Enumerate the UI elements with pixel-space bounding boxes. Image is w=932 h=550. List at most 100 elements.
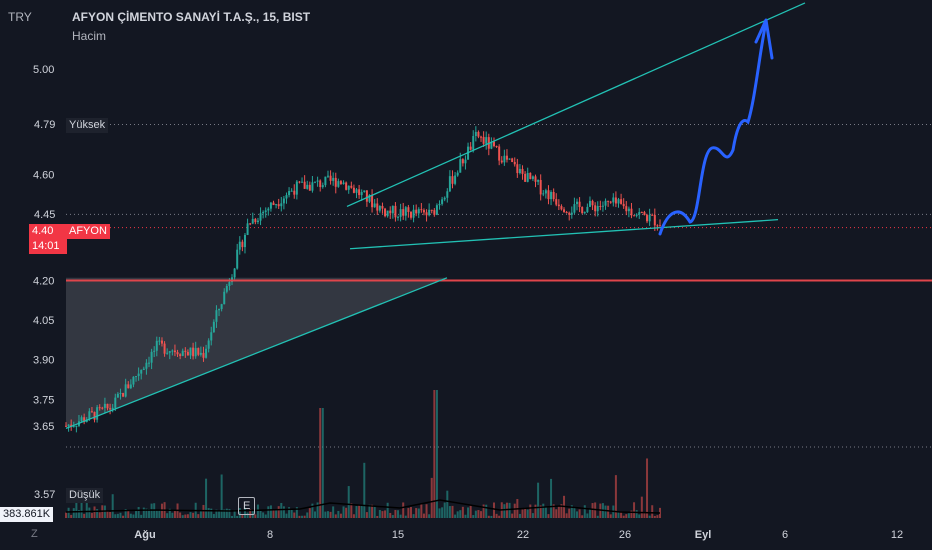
volume-bar — [573, 506, 576, 518]
volume-bar — [129, 513, 132, 518]
candle-body — [311, 182, 314, 191]
volume-bar — [93, 506, 96, 518]
volume-bar — [570, 505, 573, 518]
volume-bar — [578, 509, 581, 518]
candle-body — [140, 369, 143, 374]
candle-body — [233, 268, 236, 278]
candle-body — [303, 181, 306, 189]
volume-bar — [275, 509, 278, 518]
candle-body — [160, 340, 163, 344]
candle-body — [272, 202, 275, 206]
candle-body — [256, 220, 259, 223]
candle-body — [342, 182, 345, 184]
earnings-event-marker[interactable]: E — [238, 497, 256, 515]
candle-body — [625, 206, 628, 212]
candle-body — [173, 350, 176, 353]
volume-bar — [173, 510, 176, 518]
candle-body — [184, 350, 187, 352]
volume-bar — [358, 505, 361, 518]
candle-body — [373, 203, 376, 208]
volume-bar — [254, 514, 257, 518]
candle-body — [111, 407, 114, 410]
chart-title[interactable]: AFYON ÇİMENTO SANAYİ T.A.Ş., 15, BIST — [72, 10, 311, 24]
volume-bar — [656, 515, 659, 518]
volume-bar — [345, 507, 348, 518]
candle-body — [93, 411, 96, 420]
forecast-arrow — [658, 20, 768, 236]
candle-body — [127, 384, 130, 389]
candle-body — [324, 176, 327, 186]
volume-bar — [381, 511, 384, 518]
candle-body — [521, 168, 524, 174]
volume-bar — [459, 510, 462, 518]
volume-bar — [111, 494, 114, 518]
candle-body — [480, 136, 483, 138]
candle-body — [622, 203, 625, 207]
volume-bar — [314, 511, 317, 518]
volume-bar — [256, 504, 259, 518]
volume-bar — [568, 508, 571, 518]
volume-bar — [581, 515, 584, 518]
candle-body — [581, 207, 584, 214]
volume-bar — [114, 514, 117, 518]
candle-body — [503, 155, 506, 163]
candle-body — [389, 210, 392, 214]
volume-bar — [210, 508, 213, 518]
candle-body — [656, 225, 659, 227]
y-tick-label: 5.00 — [33, 64, 54, 76]
volume-bar — [498, 515, 501, 518]
candle-body — [381, 205, 384, 209]
volume-bar — [389, 512, 392, 518]
x-tick-label: 12 — [891, 529, 903, 541]
volume-bar — [181, 515, 184, 518]
lower-channel-line — [65, 277, 448, 430]
candle-body — [565, 211, 568, 213]
volume-indicator-label[interactable]: Hacim — [72, 29, 107, 43]
candle-body — [433, 210, 436, 215]
candle-body — [308, 184, 311, 191]
y-tick-label: 4.20 — [33, 275, 54, 287]
candle-body — [422, 210, 425, 213]
candle-body — [176, 352, 179, 355]
candle-body — [617, 199, 620, 204]
volume-bar — [492, 502, 495, 518]
volume-bar — [482, 504, 485, 518]
candle-body — [544, 190, 547, 194]
volume-bar — [591, 503, 594, 518]
volume-bar — [83, 513, 86, 518]
candle-body — [275, 204, 278, 206]
candle-body — [171, 350, 174, 352]
volume-bar — [505, 502, 508, 518]
candle-body — [648, 214, 651, 222]
volume-bar — [192, 512, 195, 518]
volume-bar — [524, 507, 527, 518]
volume-bar — [617, 512, 620, 518]
candle-body — [80, 417, 83, 422]
candle-body — [518, 168, 521, 174]
volume-bar — [267, 506, 270, 518]
volume-bar — [311, 503, 314, 518]
timezone-icon[interactable]: Z — [31, 528, 38, 540]
volume-bar — [397, 510, 400, 518]
volume-bar — [550, 478, 553, 518]
candle-body — [586, 206, 589, 213]
candle-body — [246, 223, 249, 235]
volume-bar — [422, 513, 425, 518]
candle-body — [124, 384, 127, 397]
candle-body — [560, 206, 563, 210]
candle-body — [163, 343, 166, 354]
volume-bar — [67, 507, 70, 518]
volume-bar — [638, 514, 641, 518]
candle-body — [135, 376, 138, 378]
candle-body — [446, 191, 449, 198]
candle-body — [482, 136, 485, 144]
candle-body — [352, 187, 355, 193]
volume-bar — [363, 462, 366, 518]
candle-body — [620, 199, 623, 204]
volume-bar — [220, 474, 223, 518]
volume-ma-line — [65, 499, 661, 514]
volume-bar — [456, 511, 459, 518]
volume-bar — [433, 390, 436, 518]
volume-bar — [534, 504, 537, 518]
